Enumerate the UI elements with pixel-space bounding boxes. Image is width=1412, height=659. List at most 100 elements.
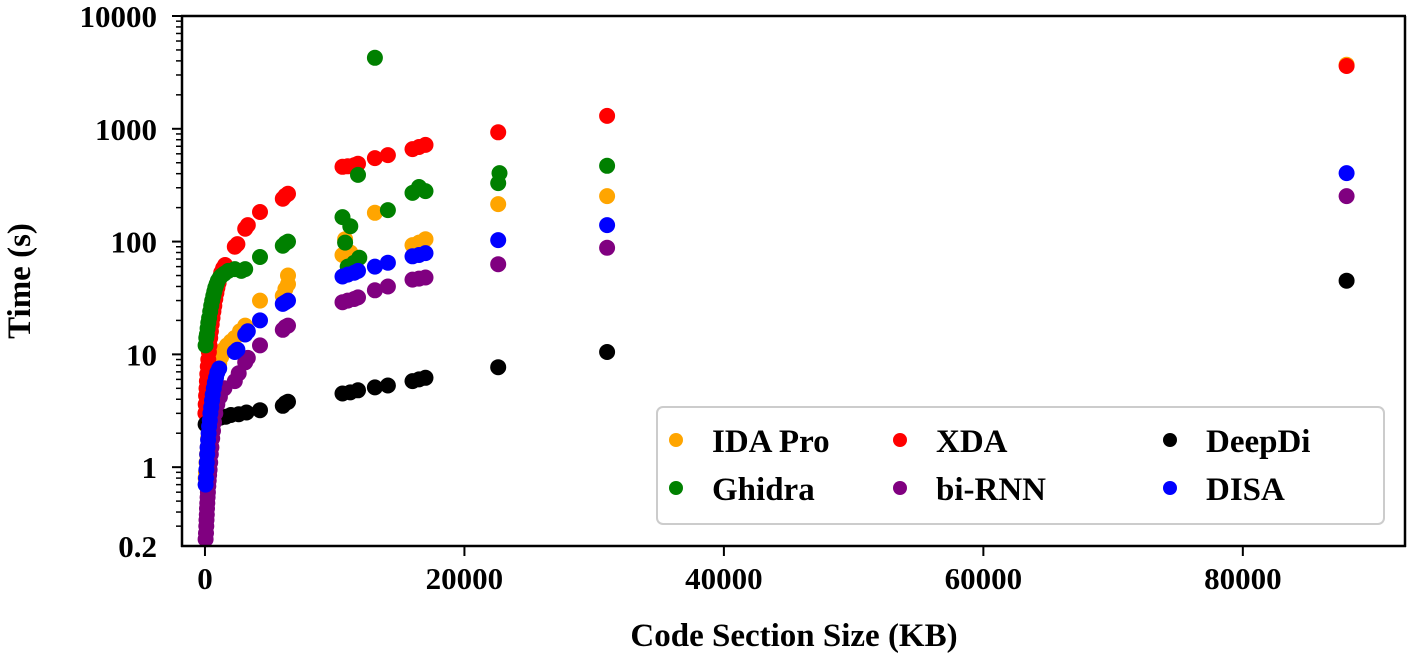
point-disa bbox=[280, 292, 296, 309]
y-tick-label: 0.2 bbox=[118, 529, 157, 564]
point-deepdi bbox=[366, 379, 383, 396]
point-ghidra bbox=[351, 249, 368, 266]
point-xda bbox=[229, 236, 246, 253]
x-tick-label: 60000 bbox=[945, 561, 1023, 596]
legend: IDA Pro XDA DeepDi Ghidra bi-RNN DISA bbox=[656, 406, 1385, 525]
point-ghidra bbox=[491, 165, 508, 182]
point-ida-pro bbox=[252, 292, 268, 309]
x-tick-label: 20000 bbox=[426, 561, 504, 596]
point-ghidra bbox=[237, 261, 254, 278]
series-xda bbox=[197, 58, 1355, 422]
points-layer bbox=[197, 49, 1355, 548]
point-deepdi bbox=[238, 404, 255, 421]
legend-label: XDA bbox=[936, 424, 1008, 460]
legend-marker bbox=[1163, 433, 1177, 447]
point-bi-rnn bbox=[599, 239, 616, 256]
point-disa bbox=[366, 258, 383, 275]
point-bi-rnn bbox=[490, 256, 507, 273]
y-tick-label: 10 bbox=[126, 337, 157, 372]
point-deepdi bbox=[599, 344, 616, 360]
point-disa bbox=[1338, 165, 1355, 182]
point-ida-pro bbox=[599, 188, 616, 205]
point-disa bbox=[599, 217, 616, 234]
point-ghidra bbox=[252, 249, 268, 265]
y-tick-label: 100 bbox=[111, 225, 158, 260]
axes-layer bbox=[180, 14, 1407, 548]
legend-item-bi-rnn: bi-RNN bbox=[893, 472, 1046, 508]
y-tick-label: 10000 bbox=[80, 0, 158, 34]
point-disa bbox=[350, 262, 366, 279]
point-ghidra bbox=[379, 202, 396, 219]
y-ticks: 0.2 1 10 100 1000 10000 bbox=[80, 0, 182, 564]
point-ghidra bbox=[350, 166, 366, 183]
legend-marker bbox=[893, 481, 907, 495]
legend-label: DeepDi bbox=[1206, 424, 1310, 460]
point-ghidra bbox=[417, 183, 434, 200]
legend-label: DISA bbox=[1206, 472, 1285, 508]
point-ghidra bbox=[337, 234, 354, 251]
point-bi-rnn bbox=[280, 317, 296, 334]
point-disa bbox=[490, 232, 507, 249]
point-deepdi bbox=[490, 359, 507, 376]
series-ghidra bbox=[197, 49, 616, 354]
point-bi-rnn bbox=[350, 289, 366, 306]
x-ticks: 0 20000 40000 60000 80000 bbox=[197, 546, 1282, 596]
point-xda bbox=[417, 136, 434, 153]
point-disa bbox=[379, 254, 396, 271]
point-xda bbox=[599, 107, 616, 124]
x-tick-label: 80000 bbox=[1204, 561, 1282, 596]
point-xda bbox=[252, 204, 268, 220]
point-xda bbox=[366, 150, 383, 167]
point-ghidra bbox=[280, 233, 296, 250]
legend-marker bbox=[893, 433, 907, 447]
point-bi-rnn bbox=[252, 337, 268, 354]
legend-marker bbox=[669, 481, 683, 495]
point-bi-rnn bbox=[379, 278, 396, 295]
legend-marker bbox=[669, 433, 683, 447]
point-deepdi bbox=[379, 377, 396, 394]
legend-label: bi-RNN bbox=[936, 472, 1046, 508]
point-bi-rnn bbox=[417, 269, 434, 286]
point-ida-pro bbox=[490, 196, 507, 213]
point-xda bbox=[350, 155, 366, 172]
point-ghidra bbox=[366, 49, 383, 66]
point-deepdi bbox=[280, 393, 296, 410]
point-disa bbox=[252, 312, 268, 329]
legend-item-xda: XDA bbox=[893, 424, 1008, 460]
y-tick-label: 1 bbox=[142, 450, 158, 485]
point-deepdi bbox=[252, 402, 268, 419]
legend-items: IDA Pro XDA DeepDi Ghidra bi-RNN DISA bbox=[669, 424, 1310, 508]
legend-marker bbox=[1163, 481, 1177, 495]
legend-label: IDA Pro bbox=[712, 424, 830, 460]
point-xda bbox=[490, 124, 507, 141]
point-bi-rnn bbox=[366, 282, 383, 299]
point-deepdi bbox=[350, 382, 366, 399]
point-disa bbox=[229, 341, 246, 358]
point-xda bbox=[379, 147, 396, 164]
point-ghidra bbox=[342, 218, 359, 235]
point-xda bbox=[239, 217, 256, 234]
legend-label: Ghidra bbox=[712, 472, 815, 508]
x-axis-title: Code Section Size (KB) bbox=[630, 618, 957, 654]
legend-item-ida-pro: IDA Pro bbox=[669, 424, 830, 460]
point-deepdi bbox=[1338, 272, 1355, 289]
y-tick-label: 1000 bbox=[95, 112, 157, 147]
point-xda bbox=[280, 185, 296, 202]
y-axis-title: Time (s) bbox=[2, 223, 38, 339]
legend-frame bbox=[656, 406, 1385, 525]
point-ghidra bbox=[599, 157, 616, 174]
point-disa bbox=[211, 360, 228, 377]
x-tick-label: 40000 bbox=[685, 561, 763, 596]
legend-item-deepdi: DeepDi bbox=[1163, 424, 1310, 460]
point-disa bbox=[417, 245, 434, 262]
point-xda bbox=[1338, 58, 1355, 74]
point-disa bbox=[239, 323, 256, 340]
point-ida-pro bbox=[280, 267, 296, 284]
point-bi-rnn bbox=[1338, 188, 1355, 205]
series-disa bbox=[197, 165, 1355, 493]
legend-item-ghidra: Ghidra bbox=[669, 472, 815, 508]
point-ida-pro bbox=[366, 204, 383, 221]
point-ida-pro bbox=[417, 231, 434, 248]
legend-item-disa: DISA bbox=[1163, 472, 1285, 508]
